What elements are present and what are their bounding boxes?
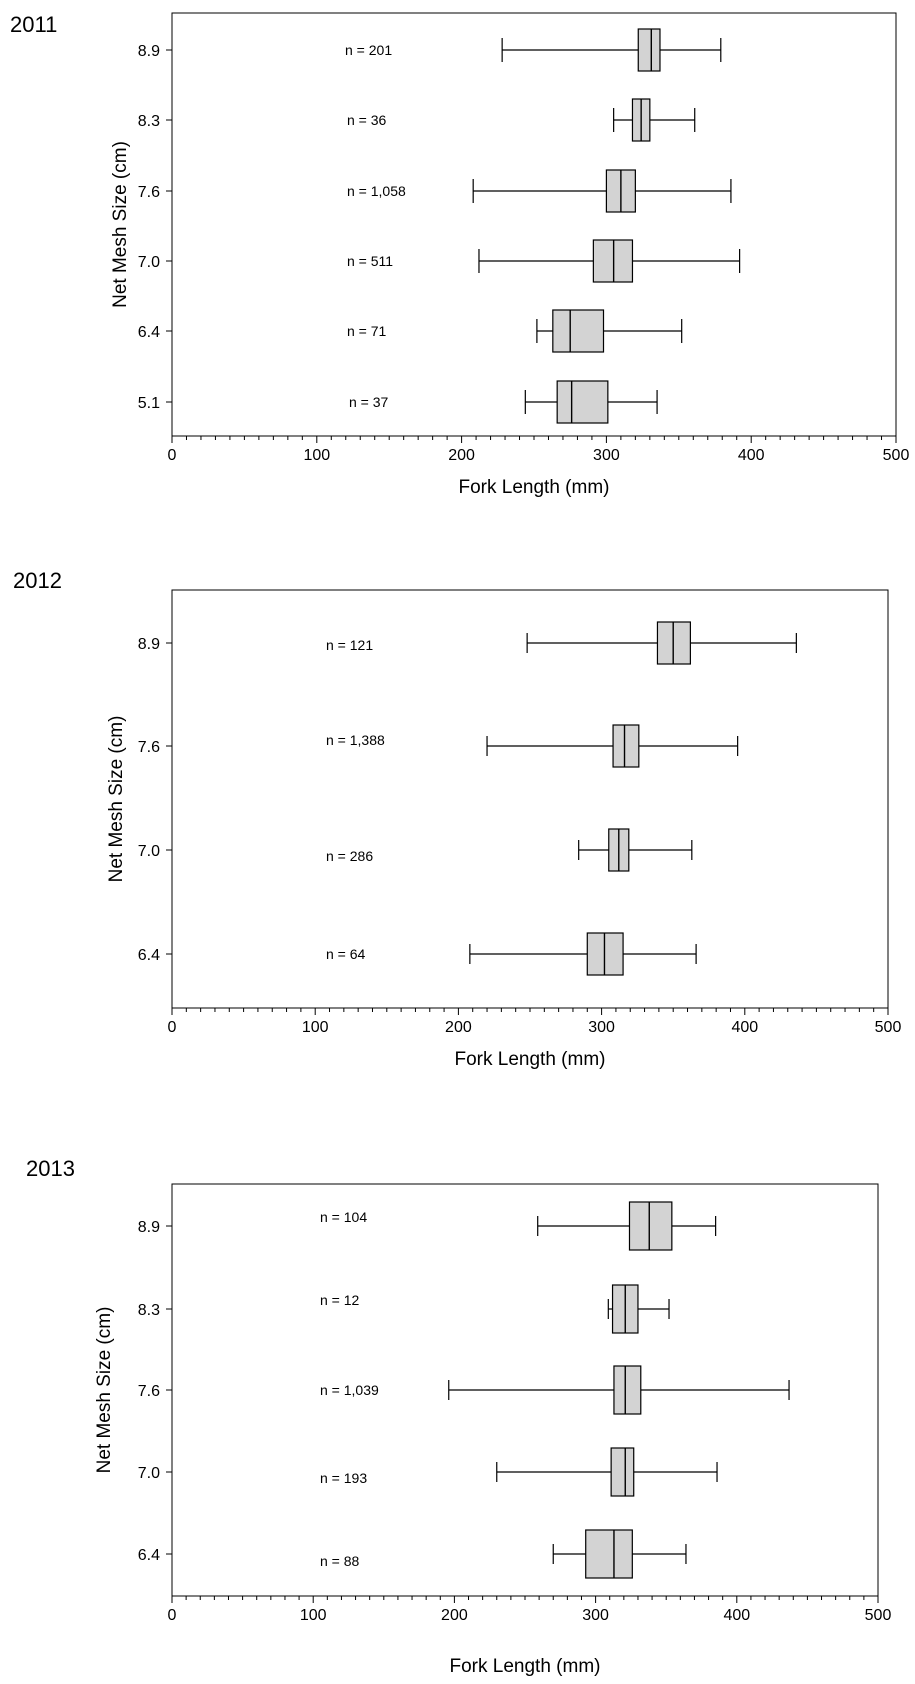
x-tick-label: 100 bbox=[300, 1607, 327, 1624]
sample-size-label: n = 286 bbox=[326, 848, 373, 864]
iqr-box bbox=[656, 621, 691, 665]
plot-frame bbox=[171, 12, 897, 437]
box-7.0: 7.0 n = 193 bbox=[138, 1447, 718, 1497]
y-tick-label: 7.6 bbox=[138, 1383, 160, 1400]
chart-title: 2012 bbox=[13, 568, 62, 593]
iqr-box bbox=[552, 309, 605, 353]
x-axis-title: Fork Length (mm) bbox=[450, 1656, 601, 1677]
box-8.9: 8.9 n = 121 bbox=[138, 621, 797, 665]
x-tick-label: 0 bbox=[168, 1607, 177, 1624]
chart-panel-2013: 2013 Net Mesh Size (cm) Fork Length (mm) 0 1… bbox=[26, 1156, 891, 1677]
y-tick-label: 7.6 bbox=[138, 739, 160, 756]
box-7.6: 7.6 n = 1,388 bbox=[138, 724, 739, 768]
x-tick-label: 300 bbox=[582, 1607, 609, 1624]
box-6.4: 6.4 n = 71 bbox=[138, 309, 683, 353]
x-axis-title: Fork Length (mm) bbox=[455, 1049, 606, 1070]
sample-size-label: n = 64 bbox=[326, 946, 366, 962]
sample-size-label: n = 1,388 bbox=[326, 732, 385, 748]
y-tick-label: 6.4 bbox=[138, 947, 160, 964]
sample-size-label: n = 1,058 bbox=[347, 183, 406, 199]
x-tick-label: 200 bbox=[445, 1019, 472, 1036]
x-tick-label: 400 bbox=[723, 1607, 750, 1624]
x-tick-label: 0 bbox=[168, 1019, 177, 1036]
iqr-box bbox=[613, 1365, 642, 1415]
y-tick-label: 6.4 bbox=[138, 324, 160, 341]
y-tick-label: 8.3 bbox=[138, 1302, 160, 1319]
y-tick-label: 7.0 bbox=[138, 1465, 160, 1482]
x-tick-label: 400 bbox=[731, 1019, 758, 1036]
x-tick-label: 500 bbox=[875, 1019, 902, 1036]
y-axis-title: Net Mesh Size (cm) bbox=[110, 141, 131, 308]
sample-size-label: n = 36 bbox=[347, 112, 387, 128]
box-7.6: 7.6 n = 1,058 bbox=[138, 169, 732, 213]
sample-size-label: n = 193 bbox=[320, 1470, 367, 1486]
sample-size-label: n = 1,039 bbox=[320, 1382, 379, 1398]
iqr-box bbox=[592, 239, 634, 283]
iqr-box bbox=[556, 380, 609, 424]
y-tick-label: 6.4 bbox=[138, 1547, 160, 1564]
y-tick-label: 7.0 bbox=[138, 843, 160, 860]
y-tick-label: 5.1 bbox=[138, 395, 160, 412]
y-tick-label: 8.3 bbox=[138, 113, 160, 130]
y-axis-title: Net Mesh Size (cm) bbox=[106, 716, 127, 883]
box-7.6: 7.6 n = 1,039 bbox=[138, 1365, 790, 1415]
x-tick-label: 0 bbox=[168, 447, 177, 464]
box-5.1: 5.1 n = 37 bbox=[138, 380, 658, 424]
y-tick-label: 8.9 bbox=[138, 636, 160, 653]
sample-size-label: n = 201 bbox=[345, 42, 392, 58]
sample-size-label: n = 71 bbox=[347, 323, 387, 339]
x-tick-label: 300 bbox=[593, 447, 620, 464]
x-tick-label: 400 bbox=[738, 447, 765, 464]
iqr-box bbox=[628, 1201, 673, 1251]
x-tick-label: 300 bbox=[588, 1019, 615, 1036]
iqr-box bbox=[610, 1447, 635, 1497]
sample-size-label: n = 104 bbox=[320, 1209, 367, 1225]
box-8.9: 8.9 n = 104 bbox=[138, 1201, 717, 1251]
x-tick-label: 200 bbox=[448, 447, 475, 464]
x-tick-label: 100 bbox=[302, 1019, 329, 1036]
box-8.3: 8.3 n = 12 bbox=[138, 1284, 670, 1334]
plot-frame bbox=[171, 589, 889, 1009]
y-tick-label: 8.9 bbox=[138, 1219, 160, 1236]
chart-panel-2011: 2011 Net Mesh Size (cm) Fork Length (mm) 0 1… bbox=[10, 12, 909, 498]
chart-panel-2012: 2012 Net Mesh Size (cm) Fork Length (mm) 0 1… bbox=[13, 568, 901, 1070]
iqr-box bbox=[612, 724, 640, 768]
iqr-box bbox=[586, 932, 624, 976]
y-tick-label: 7.0 bbox=[138, 254, 160, 271]
chart-title: 2013 bbox=[26, 1156, 75, 1181]
sample-size-label: n = 37 bbox=[349, 394, 389, 410]
x-axis-title: Fork Length (mm) bbox=[459, 477, 610, 498]
sample-size-label: n = 12 bbox=[320, 1292, 360, 1308]
iqr-box bbox=[637, 28, 661, 72]
y-tick-label: 7.6 bbox=[138, 184, 160, 201]
box-8.9: 8.9 n = 201 bbox=[138, 28, 722, 72]
box-6.4: 6.4 n = 88 bbox=[138, 1529, 687, 1579]
iqr-box bbox=[585, 1529, 633, 1579]
box-6.4: 6.4 n = 64 bbox=[138, 932, 697, 976]
sample-size-label: n = 88 bbox=[320, 1553, 360, 1569]
box-7.0: 7.0 n = 511 bbox=[138, 239, 741, 283]
x-tick-label: 200 bbox=[441, 1607, 468, 1624]
y-tick-label: 8.9 bbox=[138, 43, 160, 60]
x-tick-label: 500 bbox=[883, 447, 910, 464]
chart-title: 2011 bbox=[10, 12, 57, 37]
box-7.0: 7.0 n = 286 bbox=[138, 828, 693, 872]
x-tick-label: 500 bbox=[865, 1607, 892, 1624]
sample-size-label: n = 121 bbox=[326, 637, 373, 653]
box-8.3: 8.3 n = 36 bbox=[138, 98, 696, 142]
sample-size-label: n = 511 bbox=[347, 253, 393, 269]
x-tick-label: 100 bbox=[303, 447, 330, 464]
y-axis-title: Net Mesh Size (cm) bbox=[94, 1307, 115, 1474]
